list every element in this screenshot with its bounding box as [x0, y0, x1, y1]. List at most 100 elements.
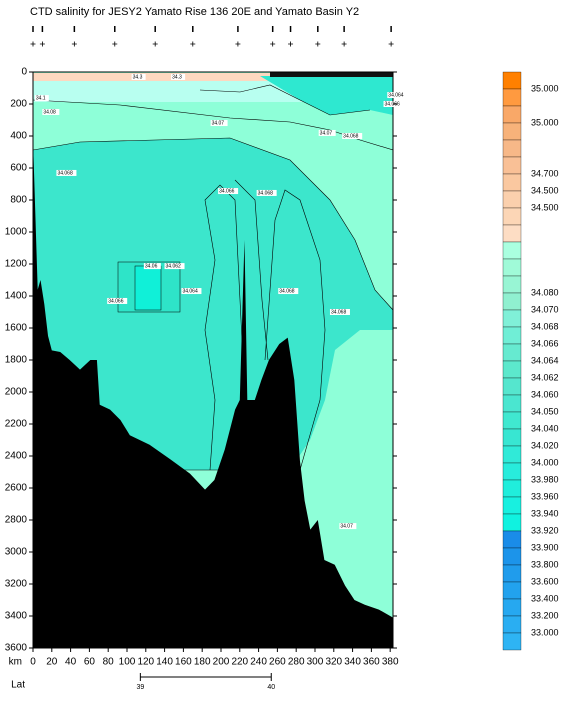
- x-tick-label: 300: [307, 657, 324, 668]
- colorbar-label: 34.020: [531, 440, 559, 450]
- annotation: 34.08: [43, 109, 56, 115]
- station-marker: [71, 41, 77, 47]
- bathymetry: [33, 140, 393, 648]
- y-tick-label: 3200: [5, 579, 28, 590]
- annotation-bg: [34, 95, 49, 102]
- water-region: [270, 72, 393, 77]
- annotation-bg: [387, 92, 408, 99]
- colorbar-swatch: [502, 190, 522, 209]
- colorbar-swatch: [502, 428, 522, 447]
- annotation-bg: [278, 288, 299, 295]
- water-region: [33, 138, 393, 470]
- contour-line: [264, 189, 326, 471]
- colorbar-label: 35.000: [531, 117, 559, 127]
- colorbar-swatch: [502, 326, 522, 345]
- y-tick-label: 2400: [5, 451, 28, 462]
- x-tick-label: 40: [65, 657, 77, 668]
- y-tick-label: 400: [10, 131, 27, 142]
- x-tick-label: 140: [156, 657, 173, 668]
- x-tick-label: 180: [194, 657, 211, 668]
- colorbar-swatch: [502, 343, 522, 362]
- contour-line: [234, 179, 269, 361]
- colorbar-label: 33.200: [531, 610, 559, 620]
- colorbar-swatch: [502, 122, 522, 141]
- annotation: 34.068: [279, 288, 295, 294]
- colorbar-swatch: [502, 564, 522, 583]
- colorbar-label: 33.940: [531, 508, 559, 518]
- lat-axis-label: Lat: [11, 680, 25, 691]
- colorbar-label: 34.068: [531, 321, 559, 331]
- y-tick-label: 3600: [5, 643, 28, 654]
- annotation: 34.07: [320, 130, 333, 136]
- colorbar-label: 33.920: [531, 525, 559, 535]
- station-marker: [39, 41, 45, 47]
- colorbar-swatch: [502, 360, 522, 379]
- annotation-bg: [181, 288, 202, 295]
- colorbar-label: 34.060: [531, 389, 559, 399]
- water-region: [33, 73, 273, 81]
- annotation: 34.066: [219, 188, 235, 194]
- colorbar-label: 34.500: [531, 202, 559, 212]
- y-tick-label: 600: [10, 163, 27, 174]
- colorbar-label: 33.600: [531, 576, 559, 586]
- contour-line: [33, 137, 393, 311]
- colorbar-label: 34.040: [531, 423, 559, 433]
- annotation: 34.068: [258, 190, 274, 196]
- x-tick-label: 0: [30, 657, 36, 668]
- colorbar-swatch: [502, 71, 522, 90]
- station-marker: [315, 41, 321, 47]
- colorbar-swatch: [502, 496, 522, 515]
- y-tick-label: 1200: [5, 259, 28, 270]
- x-tick-label: 220: [231, 657, 248, 668]
- x-tick-label: 240: [250, 657, 267, 668]
- lat-tick-label: 39: [136, 684, 144, 691]
- station-marker: [112, 41, 118, 47]
- y-tick-label: 3400: [5, 611, 28, 622]
- y-tick-label: 1800: [5, 355, 28, 366]
- colorbar-label: 34.080: [531, 287, 559, 297]
- water-region: [260, 76, 393, 115]
- y-tick-label: 2600: [5, 483, 28, 494]
- annotation-bg: [42, 109, 60, 115]
- annotation: 34.06: [145, 263, 158, 269]
- chart-title: CTD salinity for JESY2 Yamato Rise 136 2…: [30, 6, 359, 18]
- station-marker: [152, 41, 158, 47]
- station-marker: [190, 41, 196, 47]
- y-tick-label: 200: [10, 99, 27, 110]
- annotation-bg: [318, 129, 336, 136]
- y-tick-label: 1400: [5, 291, 28, 302]
- bathymetry-layer: [33, 140, 393, 648]
- colorbar-label: 33.900: [531, 542, 559, 552]
- annotation: 34.07: [340, 523, 353, 529]
- x-tick-label: 360: [363, 657, 380, 668]
- colorbar-swatch: [502, 173, 522, 192]
- colorbar-swatch: [502, 139, 522, 158]
- colorbar-label: 33.960: [531, 491, 559, 501]
- colorbar-label: 35.000: [531, 83, 559, 93]
- x-tick-label: 380: [382, 657, 399, 668]
- y-tick-label: 800: [10, 195, 27, 206]
- colorbar-label: 34.050: [531, 406, 559, 416]
- colorbar-label: 34.000: [531, 457, 559, 467]
- station-marker: [288, 41, 294, 47]
- y-tick-label: 1600: [5, 323, 28, 334]
- colorbar-label: 34.500: [531, 185, 559, 195]
- station-marker: [30, 41, 36, 47]
- colorbar-label: 34.700: [531, 168, 559, 178]
- x-tick-label: 160: [175, 657, 192, 668]
- station-marker: [235, 41, 241, 47]
- y-tick-label: 2200: [5, 419, 28, 430]
- colorbar-swatch: [502, 632, 522, 651]
- contour-line: [33, 99, 393, 151]
- colorbar-label: 34.064: [531, 355, 559, 365]
- x-tick-label: 200: [213, 657, 230, 668]
- annotation: 34.064: [388, 92, 404, 98]
- x-tick-label: 120: [137, 657, 154, 668]
- annotation-bg: [210, 120, 228, 127]
- colorbar-swatch: [502, 224, 522, 243]
- station-marker: [270, 41, 276, 47]
- colorbar-swatch: [502, 462, 522, 481]
- annotation: 34.066: [108, 298, 124, 304]
- colorbar-label: 34.062: [531, 372, 559, 382]
